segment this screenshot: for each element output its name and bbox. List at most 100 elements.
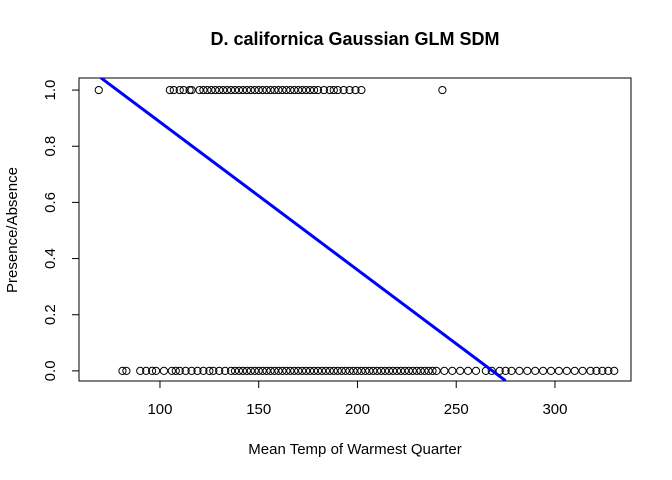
- chart-title: D. californica Gaussian GLM SDM: [210, 29, 499, 49]
- data-point: [313, 85, 323, 95]
- data-point: [159, 366, 169, 375]
- data-point: [294, 366, 303, 375]
- data-point: [167, 366, 176, 375]
- data-point: [234, 366, 244, 375]
- data-point: [142, 366, 151, 375]
- data-point: [238, 366, 248, 375]
- data-point: [440, 366, 449, 375]
- x-tick-label: 100: [147, 401, 172, 418]
- data-point: [381, 366, 390, 375]
- data-point: [226, 85, 236, 95]
- data-point: [234, 85, 244, 95]
- x-tick-label: 300: [542, 401, 567, 418]
- data-point: [515, 366, 524, 375]
- data-point: [185, 85, 194, 95]
- data-point: [274, 85, 283, 95]
- data-point: [349, 366, 358, 375]
- data-point: [270, 85, 279, 95]
- data-point: [325, 85, 334, 95]
- data-point: [274, 366, 283, 375]
- data-point: [205, 366, 214, 375]
- data-point: [262, 85, 271, 95]
- data-point: [448, 366, 457, 375]
- data-point: [487, 366, 496, 375]
- data-point: [416, 366, 425, 375]
- data-point: [199, 85, 208, 95]
- data-point: [94, 85, 103, 95]
- data-point: [325, 366, 334, 375]
- data-point: [266, 366, 275, 375]
- data-point: [432, 366, 441, 375]
- data-point: [169, 85, 178, 95]
- data-point: [181, 366, 190, 375]
- data-point: [412, 366, 421, 375]
- data-point: [361, 366, 370, 375]
- x-tick-label: 150: [246, 401, 271, 418]
- x-tick-label: 250: [444, 401, 469, 418]
- data-point: [392, 366, 402, 375]
- data-point: [209, 366, 218, 375]
- data-point: [270, 366, 279, 375]
- data-point: [230, 366, 240, 375]
- data-point: [305, 366, 315, 375]
- data-point: [203, 85, 212, 95]
- data-point: [215, 366, 224, 375]
- data-point: [286, 366, 295, 375]
- data-point: [207, 85, 216, 95]
- data-point: [562, 366, 571, 375]
- data-point: [187, 85, 196, 95]
- plot-area: [94, 78, 619, 381]
- data-point: [219, 85, 228, 95]
- data-point: [282, 366, 291, 375]
- y-tick-label: 0.8: [42, 136, 59, 157]
- y-tick-label: 0.0: [42, 360, 59, 381]
- data-point: [388, 366, 398, 375]
- data-point: [396, 366, 406, 375]
- data-point: [122, 366, 131, 375]
- data-point: [384, 366, 394, 375]
- data-point: [211, 85, 220, 95]
- data-point: [598, 366, 607, 375]
- data-point: [165, 85, 174, 95]
- data-point: [463, 366, 473, 375]
- data-point: [309, 366, 319, 375]
- data-point: [319, 85, 328, 95]
- data-point: [278, 85, 287, 95]
- data-point: [531, 366, 540, 375]
- data-point: [345, 366, 354, 375]
- data-point: [341, 366, 350, 375]
- data-point: [317, 366, 327, 375]
- data-point: [586, 366, 595, 375]
- data-point: [195, 85, 204, 95]
- data-point: [294, 85, 303, 95]
- data-point: [333, 366, 342, 375]
- data-point: [321, 366, 330, 375]
- fit-line: [99, 78, 507, 381]
- data-point: [151, 366, 161, 375]
- data-point: [147, 366, 157, 375]
- data-point: [438, 85, 447, 95]
- data-point: [250, 366, 259, 375]
- data-point: [357, 85, 366, 95]
- data-point: [507, 366, 516, 375]
- data-point: [223, 85, 232, 95]
- data-point: [118, 366, 127, 375]
- data-point: [357, 366, 366, 375]
- data-point: [404, 366, 413, 375]
- data-point: [420, 366, 429, 375]
- data-point: [199, 366, 208, 375]
- data-point: [282, 85, 291, 95]
- data-point: [254, 85, 263, 95]
- data-point: [337, 366, 346, 375]
- data-point: [242, 85, 251, 95]
- data-point: [428, 366, 437, 375]
- data-point: [221, 366, 230, 375]
- data-point: [226, 366, 236, 375]
- data-point: [471, 366, 481, 375]
- data-point: [250, 85, 259, 95]
- data-point: [179, 85, 188, 95]
- data-point: [610, 366, 619, 375]
- data-point: [238, 85, 248, 95]
- data-point: [554, 366, 564, 375]
- data-point: [523, 366, 532, 375]
